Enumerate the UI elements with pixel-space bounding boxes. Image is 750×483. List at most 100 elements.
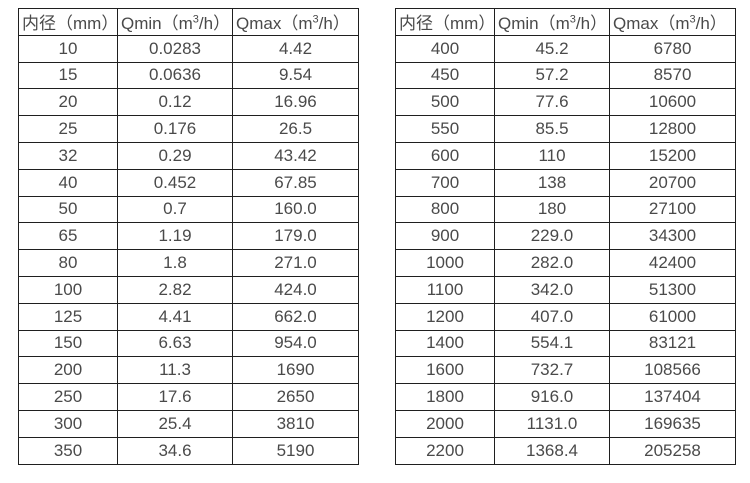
table-cell: 600	[395, 141, 495, 170]
table-cell: 10600	[609, 88, 736, 117]
table-cell: 342.0	[494, 275, 610, 304]
table-row: 125 4.41 662.0	[18, 302, 359, 331]
table-cell: 916.0	[494, 383, 610, 411]
table-row: 20 0.12 16.96	[18, 88, 359, 117]
table-cell: 137404	[609, 383, 736, 411]
table-cell: 1200	[395, 302, 495, 331]
table-cell: 500	[395, 88, 495, 117]
table-cell: 700	[395, 168, 495, 197]
table-cell: 732.7	[494, 356, 610, 385]
column-header: Qmax（m3/h）	[609, 8, 736, 36]
table-cell: 6780	[609, 34, 736, 63]
table-cell: 1100	[395, 275, 495, 304]
table-row: 150 6.63 954.0	[18, 329, 359, 358]
table-cell: 110	[494, 141, 610, 170]
column-header: Qmin（m3/h）	[494, 8, 610, 36]
table-cell: 15	[18, 61, 118, 90]
table-cell: 40	[18, 168, 118, 197]
table-cell: 25	[18, 115, 118, 143]
column-header: Qmin（m3/h）	[117, 8, 233, 36]
table-cell: 67.85	[232, 168, 359, 197]
column-header: Qmax（m3/h）	[232, 8, 359, 36]
table-cell: 34300	[609, 222, 736, 251]
table-row: 800 180 27100	[395, 195, 736, 224]
table-cell: 85.5	[494, 115, 610, 143]
table-cell: 1.19	[117, 222, 233, 251]
table-row: 700 138 20700	[395, 168, 736, 197]
table-cell: 11.3	[117, 356, 233, 385]
table-row: 32 0.29 43.42	[18, 141, 359, 170]
table-cell: 15200	[609, 141, 736, 170]
table-row: 600 110 15200	[395, 141, 736, 170]
table-cell: 5190	[232, 436, 359, 465]
table-cell: 150	[18, 329, 118, 358]
table-cell: 125	[18, 302, 118, 331]
table-cell: 20	[18, 88, 118, 117]
table-cell: 43.42	[232, 141, 359, 170]
table-cell: 6.63	[117, 329, 233, 358]
table-cell: 108566	[609, 356, 736, 385]
table-cell: 57.2	[494, 61, 610, 90]
table-row: 1200 407.0 61000	[395, 302, 736, 331]
table-cell: 1368.4	[494, 436, 610, 465]
table-cell: 17.6	[117, 383, 233, 411]
table-row: 10 0.0283 4.42	[18, 34, 359, 63]
table-cell: 3810	[232, 409, 359, 438]
table-cell: 0.29	[117, 141, 233, 170]
table-cell: 8570	[609, 61, 736, 90]
table-cell: 10	[18, 34, 118, 63]
column-header: 内径（mm）	[18, 8, 118, 36]
table-cell: 45.2	[494, 34, 610, 63]
table-cell: 954.0	[232, 329, 359, 358]
table-cell: 800	[395, 195, 495, 224]
table-cell: 662.0	[232, 302, 359, 331]
table-row: 1000 282.0 42400	[395, 249, 736, 277]
table-cell: 4.41	[117, 302, 233, 331]
table-cell: 4.42	[232, 34, 359, 63]
table-cell: 2650	[232, 383, 359, 411]
header-row: 内径（mm） Qmin（m3/h） Qmax（m3/h）	[395, 8, 736, 36]
table-cell: 0.7	[117, 195, 233, 224]
table-cell: 12800	[609, 115, 736, 143]
table-cell: 300	[18, 409, 118, 438]
flow-spec-tables: 内径（mm） Qmin（m3/h） Qmax（m3/h） 10 0.0283 4.42 1…	[18, 8, 750, 465]
table-cell: 554.1	[494, 329, 610, 358]
column-header: 内径（mm）	[395, 8, 495, 36]
table-row: 25 0.176 26.5	[18, 115, 359, 143]
table-cell: 1800	[395, 383, 495, 411]
flow-spec-table-small-diameters: 内径（mm） Qmin（m3/h） Qmax（m3/h） 10 0.0283 4.42 1…	[18, 8, 359, 465]
table-cell: 1.8	[117, 249, 233, 277]
table-row: 2000 1131.0 169635	[395, 409, 736, 438]
table-cell: 2000	[395, 409, 495, 438]
table-row: 200 11.3 1690	[18, 356, 359, 385]
table-cell: 26.5	[232, 115, 359, 143]
table-row: 500 77.6 10600	[395, 88, 736, 117]
table-cell: 1400	[395, 329, 495, 358]
table-cell: 100	[18, 275, 118, 304]
table-cell: 407.0	[494, 302, 610, 331]
table-row: 350 34.6 5190	[18, 436, 359, 465]
table-cell: 51300	[609, 275, 736, 304]
table-row: 1800 916.0 137404	[395, 383, 736, 411]
table-row: 2200 1368.4 205258	[395, 436, 736, 465]
table-cell: 160.0	[232, 195, 359, 224]
table-cell: 180	[494, 195, 610, 224]
table-cell: 32	[18, 141, 118, 170]
table-cell: 0.12	[117, 88, 233, 117]
table-row: 100 2.82 424.0	[18, 275, 359, 304]
table-cell: 179.0	[232, 222, 359, 251]
table-row: 550 85.5 12800	[395, 115, 736, 143]
table-cell: 0.176	[117, 115, 233, 143]
table-row: 450 57.2 8570	[395, 61, 736, 90]
table-cell: 34.6	[117, 436, 233, 465]
table-cell: 138	[494, 168, 610, 197]
table-cell: 900	[395, 222, 495, 251]
table-cell: 450	[395, 61, 495, 90]
table-cell: 200	[18, 356, 118, 385]
table-cell: 169635	[609, 409, 736, 438]
table-cell: 205258	[609, 436, 736, 465]
table-cell: 424.0	[232, 275, 359, 304]
table-cell: 83121	[609, 329, 736, 358]
table-row: 300 25.4 3810	[18, 409, 359, 438]
